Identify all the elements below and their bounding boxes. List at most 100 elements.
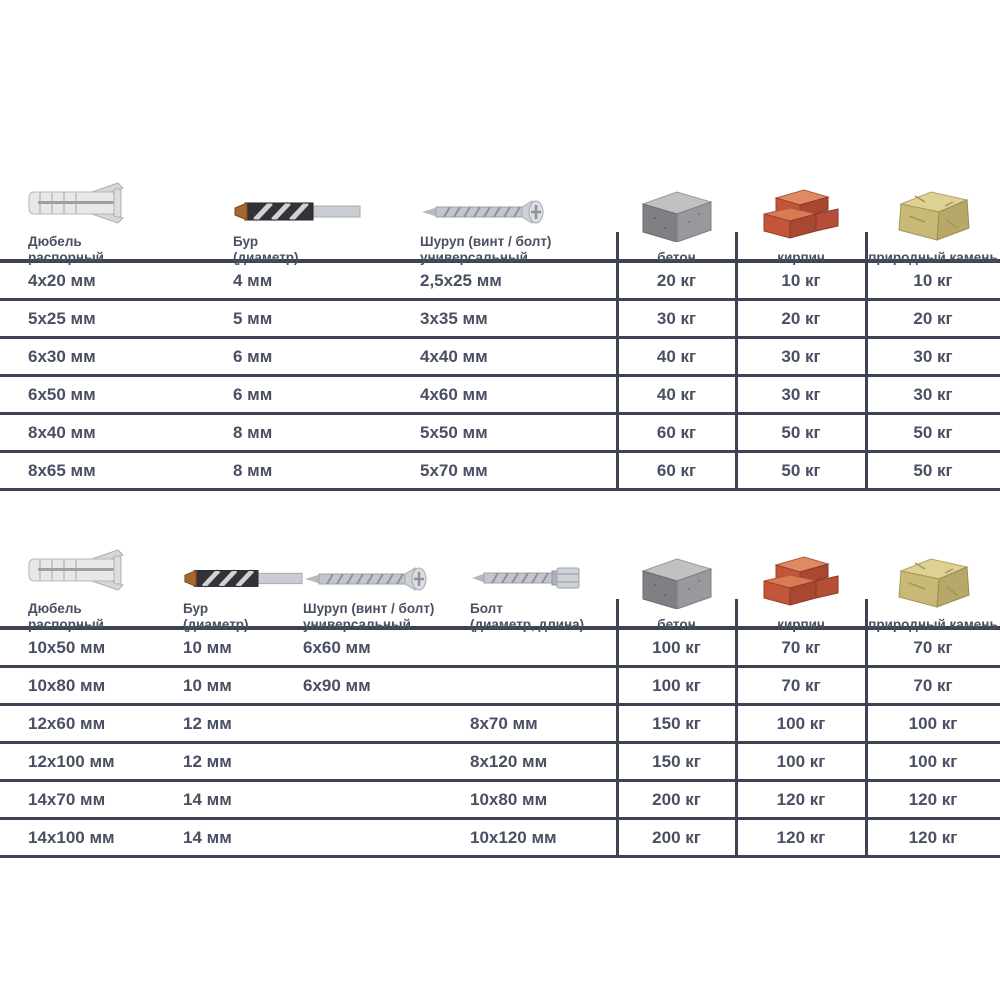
- column-divider: [616, 232, 619, 491]
- bolt-size-cell: 10x120 мм: [470, 827, 557, 847]
- table-row: 14x70 мм 14 мм 10x80 мм 200 кг 120 кг 12…: [0, 782, 1000, 820]
- drill-size-cell: 12 мм: [183, 751, 232, 771]
- column-header-concrete: бетон: [617, 180, 736, 271]
- drill-size-cell: 10 мм: [183, 675, 232, 695]
- drill-column-label: Бур (диаметр): [233, 234, 299, 265]
- dowel-size-cell: 14x70 мм: [28, 789, 106, 809]
- concrete-load-cell: 100 кг: [652, 637, 701, 657]
- drill-size-cell: 8 мм: [233, 422, 273, 442]
- load-table-large-dowels: Дюбель распорный Бур (диаметр): [0, 547, 1000, 858]
- screw-icon: [303, 565, 435, 598]
- brick-load-cell: 70 кг: [781, 637, 821, 657]
- dowel-size-cell: 10x50 мм: [28, 637, 106, 657]
- drill-size-cell: 8 мм: [233, 460, 273, 480]
- screw-icon: [420, 198, 552, 231]
- concrete-block-icon: [639, 188, 715, 247]
- brick-icon: [760, 555, 842, 614]
- column-header-stone: природный камень: [866, 547, 1000, 638]
- stone-load-cell: 70 кг: [913, 675, 953, 695]
- brick-load-cell: 30 кг: [781, 346, 821, 366]
- column-header-dowel: Дюбель распорный: [0, 547, 168, 638]
- drill-size-cell: 6 мм: [233, 346, 273, 366]
- concrete-load-cell: 150 кг: [652, 751, 701, 771]
- drill-size-cell: 4 мм: [233, 270, 273, 290]
- brick-label: кирпич: [777, 249, 825, 265]
- column-divider: [616, 599, 619, 858]
- bolt-column-label: Болт (диаметр, длина): [470, 601, 585, 632]
- column-header-screw: Шуруп (винт / болт) универсальный: [405, 180, 617, 271]
- concrete-load-cell: 60 кг: [656, 460, 697, 480]
- concrete-load-cell: 60 кг: [656, 422, 697, 442]
- table-body: 4x20 мм 4 мм 2,5x25 мм 20 кг 10 кг 10 кг…: [0, 259, 1000, 491]
- brick-load-cell: 50 кг: [781, 460, 821, 480]
- dowel-size-cell: 8x65 мм: [28, 460, 96, 480]
- screw-size-cell: 3x35 мм: [420, 308, 488, 328]
- stone-label: природный камень: [868, 249, 998, 265]
- concrete-label: бетон: [657, 616, 696, 632]
- concrete-load-cell: 200 кг: [652, 827, 701, 847]
- table-row: 12x60 мм 12 мм 8x70 мм 150 кг 100 кг 100…: [0, 706, 1000, 744]
- drill-bit-icon: [233, 196, 361, 231]
- stone-label: природный камень: [868, 616, 998, 632]
- table-row: 14x100 мм 14 мм 10x120 мм 200 кг 120 кг …: [0, 820, 1000, 858]
- bolt-icon: [470, 563, 582, 598]
- stone-load-cell: 70 кг: [913, 637, 953, 657]
- column-header-drill: Бур (диаметр): [168, 547, 303, 638]
- concrete-load-cell: 30 кг: [656, 308, 697, 328]
- column-header-drill: Бур (диаметр): [212, 180, 405, 271]
- stone-load-cell: 10 кг: [913, 270, 953, 290]
- column-header-dowel: Дюбель распорный: [0, 180, 212, 271]
- column-header-brick: кирпич: [736, 547, 866, 638]
- dowel-size-cell: 12x100 мм: [28, 751, 115, 771]
- drill-size-cell: 5 мм: [233, 308, 273, 328]
- column-header-concrete: бетон: [617, 547, 736, 638]
- screw-size-cell: 5x70 мм: [420, 460, 488, 480]
- screw-size-cell: 4x40 мм: [420, 346, 488, 366]
- bolt-size-cell: 8x120 мм: [470, 751, 548, 771]
- column-divider: [865, 599, 868, 858]
- header-row: Дюбель распорный Бур (диаметр): [0, 547, 1000, 632]
- table-row: 8x65 мм 8 мм 5x70 мм 60 кг 50 кг 50 кг: [0, 453, 1000, 491]
- bolt-size-cell: 8x70 мм: [470, 713, 538, 733]
- table-row: 6x30 мм 6 мм 4x40 мм 40 кг 30 кг 30 кг: [0, 339, 1000, 377]
- stone-load-cell: 120 кг: [908, 789, 958, 809]
- drill-size-cell: 6 мм: [233, 384, 273, 404]
- concrete-load-cell: 150 кг: [652, 713, 701, 733]
- screw-size-cell: 4x60 мм: [420, 384, 488, 404]
- brick-load-cell: 20 кг: [781, 308, 821, 328]
- concrete-load-cell: 200 кг: [652, 789, 701, 809]
- stone-icon: [895, 188, 971, 247]
- drill-size-cell: 14 мм: [183, 789, 232, 809]
- dowel-size-cell: 12x60 мм: [28, 713, 106, 733]
- table-row: 12x100 мм 12 мм 8x120 мм 150 кг 100 кг 1…: [0, 744, 1000, 782]
- drill-column-label: Бур (диаметр): [183, 601, 249, 632]
- column-divider: [735, 599, 738, 858]
- screw-size-cell: 5x50 мм: [420, 422, 488, 442]
- dowel-icon: [28, 180, 138, 231]
- header-row: Дюбель распорный Бур (диаметр): [0, 180, 1000, 265]
- dowel-size-cell: 14x100 мм: [28, 827, 115, 847]
- screw-column-label: Шуруп (винт / болт) универсальный: [303, 601, 435, 632]
- brick-load-cell: 100 кг: [776, 713, 826, 733]
- brick-load-cell: 100 кг: [776, 751, 826, 771]
- column-header-stone: природный камень: [866, 180, 1000, 271]
- stone-load-cell: 30 кг: [913, 346, 953, 366]
- stone-icon: [895, 555, 971, 614]
- bolt-size-cell: 10x80 мм: [470, 789, 548, 809]
- brick-label: кирпич: [777, 616, 825, 632]
- screw-size-cell: 6x60 мм: [303, 637, 371, 657]
- drill-bit-icon: [183, 563, 303, 598]
- brick-load-cell: 10 кг: [781, 270, 821, 290]
- table-row: 8x40 мм 8 мм 5x50 мм 60 кг 50 кг 50 кг: [0, 415, 1000, 453]
- table-row: 5x25 мм 5 мм 3x35 мм 30 кг 20 кг 20 кг: [0, 301, 1000, 339]
- brick-load-cell: 120 кг: [776, 789, 826, 809]
- concrete-block-icon: [639, 555, 715, 614]
- stone-load-cell: 50 кг: [913, 460, 953, 480]
- dowel-icon: [28, 547, 138, 598]
- table-row: 4x20 мм 4 мм 2,5x25 мм 20 кг 10 кг 10 кг: [0, 263, 1000, 301]
- column-header-screw: Шуруп (винт / болт) универсальный: [293, 547, 455, 638]
- stone-load-cell: 30 кг: [913, 384, 953, 404]
- table-row: 10x80 мм 10 мм 6x90 мм 100 кг 70 кг 70 к…: [0, 668, 1000, 706]
- load-table-small-dowels: Дюбель распорный Бур (диаметр): [0, 180, 1000, 491]
- stone-load-cell: 120 кг: [908, 827, 958, 847]
